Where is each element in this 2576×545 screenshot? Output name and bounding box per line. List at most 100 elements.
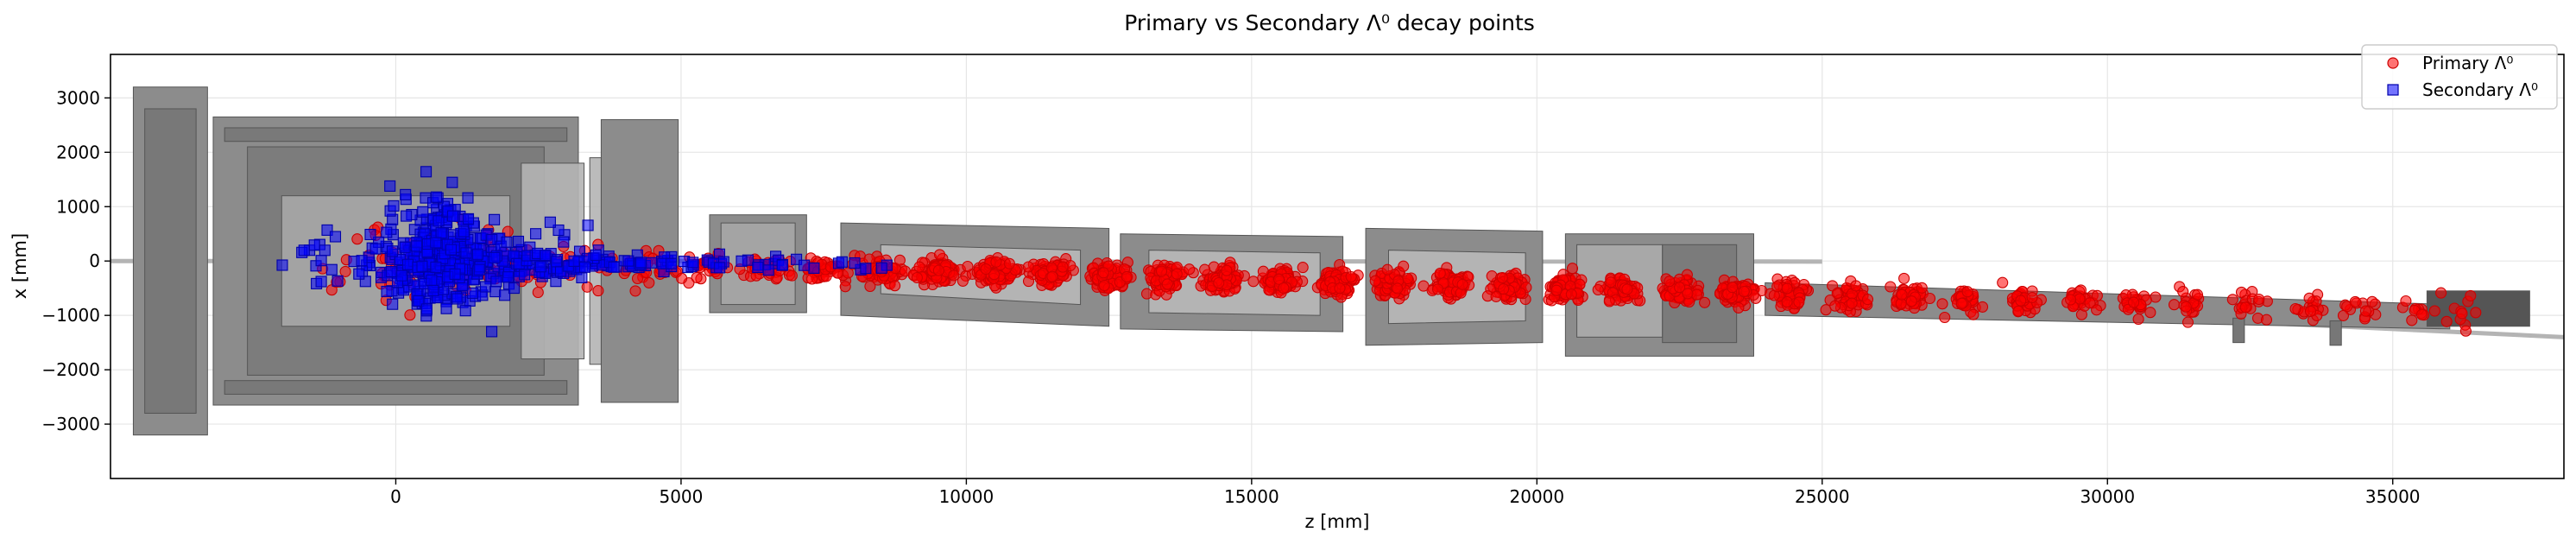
secondary-point (508, 282, 521, 295)
secondary-point (635, 257, 647, 269)
secondary-point (836, 256, 848, 268)
secondary-point (388, 200, 400, 212)
primary-point (1431, 283, 1444, 295)
primary-point (2400, 295, 2412, 307)
primary-point (1905, 295, 1917, 307)
primary-point (2091, 289, 2103, 301)
legend-label-primary: Primary Λ⁰ (2422, 53, 2513, 73)
primary-point (1221, 264, 1233, 276)
primary-point (1664, 276, 1676, 288)
primary-point (1046, 270, 1058, 282)
primary-point (2091, 304, 2103, 316)
secondary-point (325, 263, 338, 276)
primary-point (1369, 275, 1381, 287)
secondary-point (501, 236, 513, 248)
primary-point (962, 260, 974, 273)
secondary-point (426, 274, 438, 286)
primary-point (1896, 288, 1908, 301)
secondary-point (590, 249, 602, 261)
primary-point (2465, 289, 2477, 301)
x-tick-label: 15000 (1224, 486, 1279, 507)
secondary-point (519, 269, 531, 281)
primary-point (2349, 295, 2361, 307)
secondary-point (315, 255, 327, 267)
secondary-point (385, 265, 397, 278)
primary-point (1155, 265, 1168, 277)
primary-point (1923, 292, 1936, 305)
primary-point (1278, 282, 1290, 295)
secondary-point (666, 257, 678, 269)
secondary-point (319, 244, 331, 257)
x-tick-label: 30000 (2080, 486, 2135, 507)
primary-point (2181, 316, 2194, 328)
y-tick-label: 3000 (56, 87, 100, 108)
secondary-point (499, 289, 511, 301)
primary-point (1381, 263, 1393, 276)
secondary-point (276, 259, 288, 271)
primary-point (2337, 309, 2350, 321)
x-tick-label: 0 (390, 486, 401, 507)
primary-point (2065, 294, 2077, 306)
secondary-point (446, 210, 459, 222)
legend-label-secondary: Secondary Λ⁰ (2422, 79, 2538, 100)
primary-point (1498, 283, 1510, 295)
primary-point (1161, 278, 1173, 290)
primary-point (932, 264, 944, 276)
primary-point (2303, 292, 2315, 304)
secondary-point (479, 281, 492, 293)
primary-point (2084, 297, 2096, 309)
primary-point (1257, 265, 1269, 277)
primary-point (893, 254, 906, 266)
primary-point (839, 281, 851, 293)
primary-point (1003, 257, 1015, 269)
secondary-point (451, 293, 464, 305)
primary-point (1401, 272, 1414, 285)
secondary-point (576, 271, 588, 283)
primary-point (2132, 313, 2144, 326)
primary-point (1022, 261, 1034, 273)
primary-point (2456, 307, 2468, 320)
primary-point (1592, 283, 1604, 296)
tunnel-flange-1 (2232, 317, 2245, 344)
primary-point (2459, 325, 2472, 337)
primary-point (1939, 311, 1951, 324)
primary-point (2289, 302, 2301, 315)
primary-point (1829, 300, 1841, 312)
primary-point (988, 269, 1001, 281)
primary-point (1272, 273, 1285, 285)
primary-point (2128, 296, 2140, 308)
secondary-point (449, 268, 461, 280)
primary-point (1699, 296, 1711, 308)
secondary-point (420, 303, 432, 315)
primary-point (2260, 314, 2273, 326)
primary-point (629, 285, 641, 297)
primary-point (1417, 280, 1430, 292)
secondary-point (445, 244, 458, 256)
primary-point (1022, 276, 1035, 288)
primary-point (691, 271, 703, 283)
secondary-point (849, 257, 861, 269)
secondary-point (578, 261, 591, 273)
primary-point (1781, 295, 1793, 308)
primary-point (2168, 299, 2181, 311)
primary-point (1771, 281, 1784, 293)
secondary-point (489, 213, 501, 225)
secondary-point (430, 191, 443, 203)
primary-point (2191, 288, 2204, 301)
chart-title: Primary vs Secondary Λ⁰ decay points (1124, 10, 1535, 35)
secondary-point (386, 245, 399, 257)
primary-point (889, 280, 901, 292)
secondary-point (860, 263, 872, 275)
primary-point (1961, 286, 1973, 298)
primary-point (2026, 291, 2038, 304)
secondary-point (544, 216, 556, 228)
legend-marker-primary (2387, 57, 2399, 69)
secondary-point (808, 262, 820, 274)
primary-point (2359, 305, 2371, 317)
secondary-point (473, 263, 485, 276)
primary-point (948, 269, 960, 282)
secondary-point (512, 235, 525, 248)
legend-box (2361, 44, 2558, 110)
secondary-point (399, 241, 411, 253)
secondary-point (369, 243, 382, 255)
